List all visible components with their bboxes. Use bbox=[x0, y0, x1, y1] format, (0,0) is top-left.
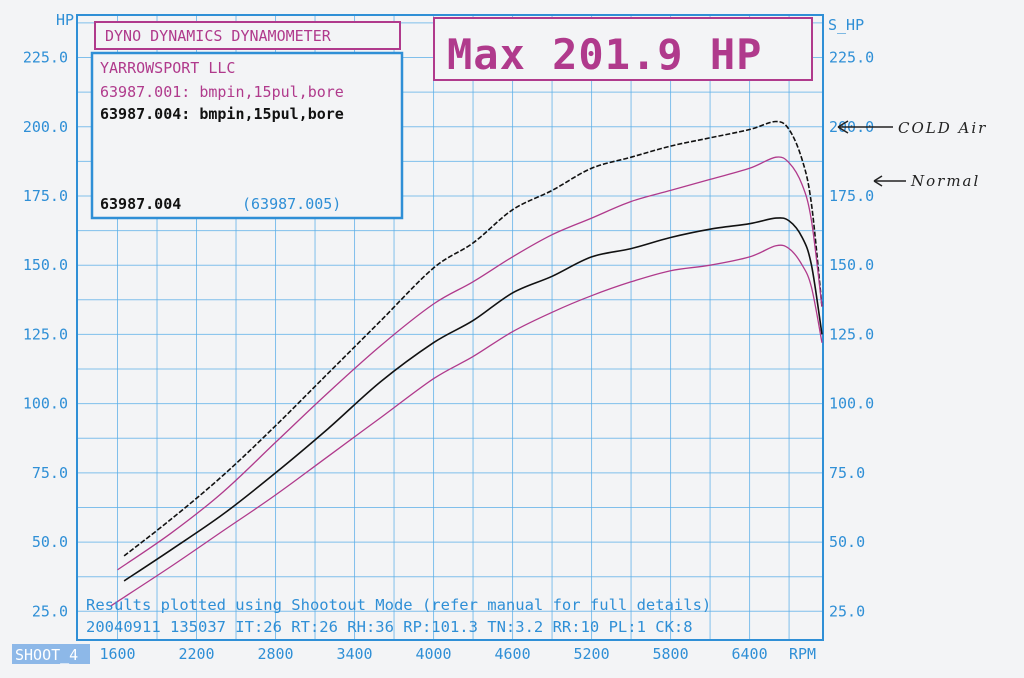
cold-air-arrow bbox=[837, 120, 893, 134]
plot-frame bbox=[76, 14, 824, 641]
y-tick-label-right: 100.0 bbox=[829, 395, 874, 413]
y-tick-label-right: 75.0 bbox=[829, 464, 865, 482]
series-line-4 bbox=[110, 244, 823, 607]
run-id-left: 63987.004 bbox=[100, 195, 181, 213]
y-tick-label-right: 175.0 bbox=[829, 187, 874, 205]
x-tick-label: 2200 bbox=[178, 645, 214, 663]
shoot-label-bg bbox=[12, 644, 90, 664]
run-2-label: 63987.004: bmpin,15pul,bore bbox=[100, 105, 344, 123]
normal-annotation: Normal bbox=[910, 172, 980, 190]
y-tick-label-right: 125.0 bbox=[829, 325, 874, 343]
y-tick-label-left: 100.0 bbox=[23, 395, 68, 413]
y-tick-label-left: 200.0 bbox=[23, 118, 68, 136]
y-tick-label-left: 25.0 bbox=[32, 602, 68, 620]
y-tick-label-left: 125.0 bbox=[23, 325, 68, 343]
y-tick-label-right: 50.0 bbox=[829, 533, 865, 551]
x-tick-label: 6400 bbox=[732, 645, 768, 663]
x-axis-label: RPM bbox=[789, 645, 816, 663]
x-tick-label: 4600 bbox=[494, 645, 530, 663]
cold-air-annotation: COLD Air bbox=[898, 119, 987, 137]
y-tick-label-right: 25.0 bbox=[829, 602, 865, 620]
info-box bbox=[90, 51, 404, 220]
y-tick-label-left: 225.0 bbox=[23, 49, 68, 67]
max-hp-text: Max 201.9 HP bbox=[447, 30, 762, 79]
y-tick-label-left: 75.0 bbox=[32, 464, 68, 482]
x-tick-label: 4000 bbox=[415, 645, 451, 663]
series-line-3 bbox=[123, 217, 823, 582]
y-tick-label-left: 150.0 bbox=[23, 256, 68, 274]
y-tick-label-right: 225.0 bbox=[829, 49, 874, 67]
shoot-label: SHOOT_4 bbox=[15, 646, 78, 664]
y-axis-label-left: HP bbox=[56, 11, 74, 29]
series-line-2 bbox=[117, 156, 823, 571]
series-line-1 bbox=[123, 120, 823, 557]
series-layer bbox=[110, 120, 823, 607]
y-tick-label-right: 150.0 bbox=[829, 256, 874, 274]
x-tick-label: 3400 bbox=[336, 645, 372, 663]
y-tick-label-left: 50.0 bbox=[32, 533, 68, 551]
y-axis-label-right: S_HP bbox=[828, 16, 864, 34]
x-tick-label: 5800 bbox=[653, 645, 689, 663]
footer-line-2: 20040911 135037 IT:26 RT:26 RH:36 RP:101… bbox=[86, 618, 693, 636]
normal-arrow bbox=[873, 175, 906, 187]
company-name: YARROWSPORT LLC bbox=[100, 59, 235, 77]
x-tick-label: 1600 bbox=[99, 645, 135, 663]
x-tick-label: 2800 bbox=[257, 645, 293, 663]
dyno-title: DYNO DYNAMICS DYNAMOMETER bbox=[105, 27, 332, 45]
x-tick-label: 5200 bbox=[573, 645, 609, 663]
run-id-right: (63987.005) bbox=[242, 195, 341, 213]
run-1-label: 63987.001: bmpin,15pul,bore bbox=[100, 83, 344, 101]
y-tick-label-left: 175.0 bbox=[23, 187, 68, 205]
footer-line-1: Results plotted using Shootout Mode (ref… bbox=[86, 596, 711, 614]
tick-labels: 25.0 25.0 50.0 50.0 75.0 75.0 100.0 100.0 125.0 1… bbox=[23, 49, 874, 663]
max-hp-box bbox=[433, 17, 813, 81]
dyno-title-box bbox=[94, 21, 401, 50]
